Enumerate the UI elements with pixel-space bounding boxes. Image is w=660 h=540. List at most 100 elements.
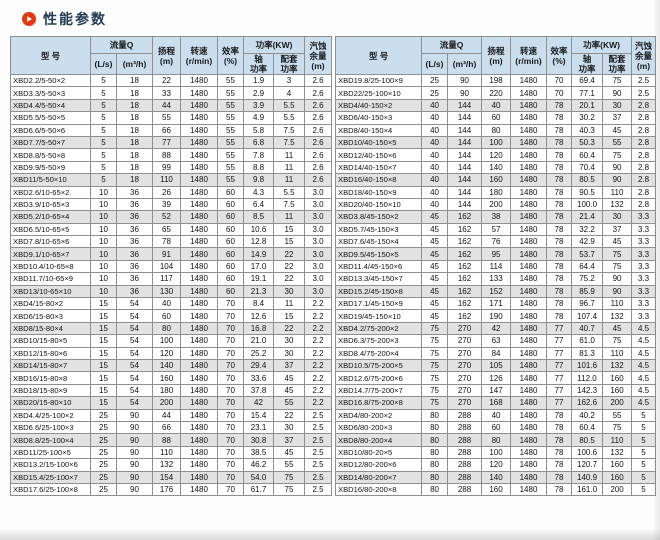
model-cell: XBD12/80-200×6 <box>335 458 423 472</box>
value-cell: 288 <box>447 420 483 435</box>
model-cell: XBD12.6/75-200×6 <box>335 371 423 385</box>
value-cell: 2.6 <box>304 135 333 150</box>
value-cell: 144 <box>447 123 483 137</box>
value-cell: 18 <box>116 86 153 100</box>
value-cell: 78 <box>546 247 573 261</box>
value-cell: 198 <box>481 73 512 88</box>
col-model: 型 号 <box>335 36 423 75</box>
value-cell: 66 <box>152 123 181 137</box>
value-cell: 2.5 <box>304 420 333 435</box>
value-cell: 45 <box>421 272 449 286</box>
value-cell: 45 <box>421 222 449 237</box>
value-cell: 12.8 <box>243 235 274 249</box>
table-row: XBD10.5/75-200×5 75 270 105 1480 77 101.6 132 4.… <box>335 358 657 373</box>
table-row: XBD8/40-150×4 40 144 80 1480 78 40.3 45 2.8 <box>335 123 657 137</box>
value-cell: 1480 <box>510 420 548 435</box>
value-cell: 38 <box>481 210 512 224</box>
value-cell: 162 <box>447 210 483 224</box>
value-cell: 270 <box>447 334 483 348</box>
value-cell: 120 <box>481 148 512 162</box>
value-cell: 1480 <box>180 160 218 175</box>
value-cell: 22 <box>272 272 306 286</box>
value-cell: 2.8 <box>631 173 657 187</box>
value-cell: 1480 <box>510 272 548 286</box>
page-title: 性能参数 <box>43 11 107 27</box>
value-cell: 3.0 <box>304 210 333 224</box>
value-cell: 45 <box>421 235 449 249</box>
value-cell: 5 <box>90 135 117 150</box>
value-cell: 5.5 <box>272 185 306 199</box>
value-cell: 3.0 <box>304 222 333 237</box>
value-cell: 11 <box>272 160 306 175</box>
value-cell: 4.5 <box>631 358 657 373</box>
value-cell: 154 <box>152 470 181 484</box>
value-cell: 3.3 <box>631 284 657 299</box>
value-cell: 75 <box>421 371 449 385</box>
model-cell: XBD5.7/45-150×3 <box>335 222 423 237</box>
value-cell: 3.3 <box>631 259 657 274</box>
value-cell: 25 <box>421 86 449 100</box>
model-cell: XBD6.5/10-65×5 <box>10 222 91 237</box>
table-body: XBD19.8/25-100×9 25 90 198 1480 70 69.4 75 2.5 XB… <box>335 73 657 497</box>
col-flow-group: 流量Q <box>421 36 483 54</box>
model-cell: XBD17.1/45-150×9 <box>335 297 423 311</box>
value-cell: 22 <box>152 73 181 88</box>
value-cell: 101.6 <box>571 358 604 373</box>
value-cell: 11 <box>272 210 306 224</box>
value-cell: 110 <box>602 346 633 361</box>
value-cell: 75 <box>421 358 449 373</box>
value-cell: 162 <box>447 235 483 249</box>
value-cell: 57 <box>481 222 512 237</box>
value-cell: 37.8 <box>243 383 274 398</box>
value-cell: 3.3 <box>631 235 657 249</box>
model-cell: XBD16/15-80×8 <box>10 371 91 385</box>
value-cell: 6.8 <box>243 135 274 150</box>
value-cell: 4.5 <box>631 321 657 336</box>
value-cell: 10 <box>90 259 117 274</box>
value-cell: 3.0 <box>304 272 333 286</box>
table-row: XBD2.2/5-50×2 5 18 22 1480 55 1.9 3 2.6 <box>10 73 333 88</box>
value-cell: 45 <box>602 321 633 336</box>
value-cell: 1480 <box>180 86 218 100</box>
value-cell: 77 <box>546 371 573 385</box>
table-row: XBD12.6/75-200×6 75 270 126 1480 77 112.0 160 4.… <box>335 371 657 385</box>
value-cell: 7.5 <box>272 197 306 212</box>
value-cell: 90 <box>602 272 633 286</box>
value-cell: 52 <box>152 210 181 224</box>
table-row: XBD10/80-20×5 80 288 100 1480 78 100.6 132 5 <box>335 445 657 460</box>
value-cell: 70 <box>217 346 244 361</box>
value-cell: 1480 <box>180 247 218 261</box>
model-cell: XBD8.4/75-200×4 <box>335 346 423 361</box>
value-cell: 78 <box>152 235 181 249</box>
value-cell: 162 <box>447 309 483 323</box>
value-cell: 44 <box>152 408 181 422</box>
value-cell: 55 <box>217 148 244 162</box>
value-cell: 200 <box>481 197 512 212</box>
col-flow-ls: (L/s) <box>421 53 449 75</box>
value-cell: 15 <box>90 346 117 361</box>
table-row: XBD16.8/75-200×8 75 270 168 1480 77 162.6 200 4.… <box>335 396 657 410</box>
value-cell: 40 <box>421 185 449 199</box>
value-cell: 46.2 <box>243 458 274 472</box>
value-cell: 90 <box>602 86 633 100</box>
value-cell: 60 <box>481 111 512 125</box>
value-cell: 11 <box>272 173 306 187</box>
value-cell: 132 <box>152 458 181 472</box>
value-cell: 60 <box>481 420 512 435</box>
table-row: XBD8.8/5-50×8 5 18 88 1480 55 7.8 11 2.6 <box>10 148 333 162</box>
table-row: XBD19.8/25-100×9 25 90 198 1480 70 69.4 75 2.5 <box>335 73 657 88</box>
model-cell: XBD20/15-80×10 <box>10 396 91 410</box>
value-cell: 42 <box>481 321 512 336</box>
value-cell: 80.5 <box>571 173 604 187</box>
value-cell: 162 <box>447 297 483 311</box>
value-cell: 133 <box>481 272 512 286</box>
value-cell: 45 <box>421 247 449 261</box>
model-cell: XBD6/15-80×3 <box>10 309 91 323</box>
value-cell: 90 <box>116 458 153 472</box>
model-cell: XBD4/15-80×2 <box>10 297 91 311</box>
col-power-match: 配套 功率 <box>272 53 306 75</box>
value-cell: 1480 <box>510 197 548 212</box>
value-cell: 80 <box>481 433 512 447</box>
col-speed: 转速 (r/min) <box>510 36 548 75</box>
value-cell: 55 <box>217 160 244 175</box>
